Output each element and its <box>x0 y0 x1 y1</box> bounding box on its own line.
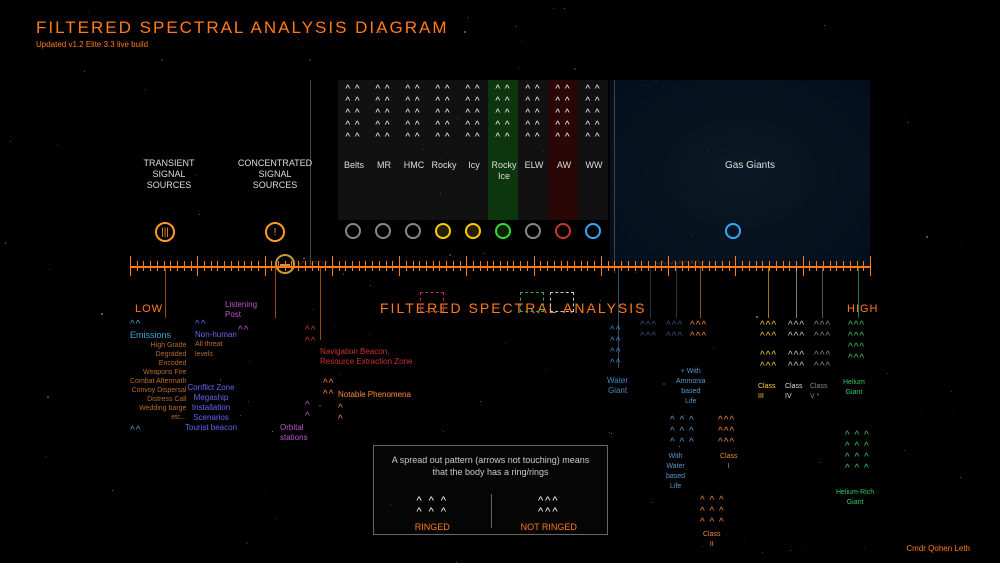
axis-low: LOW <box>135 303 163 315</box>
arrows-icon: ^^^^^^ <box>760 350 777 372</box>
credit: Cmdr Qohen Leth <box>906 544 970 553</box>
branch-nav: Navigation Beacon, Resource Extraction Z… <box>320 347 413 367</box>
spectral-axis <box>130 266 870 268</box>
body-column: ^ ^^ ^^ ^^ ^^ ^ <box>458 80 488 220</box>
branch-line <box>768 268 769 318</box>
branch-helium-rich: Helium-Rich Giant <box>836 488 874 508</box>
dashed-marker <box>550 292 574 312</box>
branch-line <box>700 268 701 318</box>
branch-class4: Class IV <box>785 382 803 402</box>
title-block: FILTERED SPECTRAL ANALYSIS DIAGRAM Updat… <box>36 18 449 49</box>
body-column: ^ ^^ ^^ ^^ ^^ ^ <box>428 80 458 220</box>
branch-line <box>650 268 651 318</box>
ring-icon <box>555 223 571 239</box>
body-column: ^ ^^ ^^ ^^ ^^ ^ <box>368 80 398 220</box>
branch-line <box>796 268 797 318</box>
arrows-icon: ^^^^^^ <box>491 496 608 518</box>
concentrated-signal-icon: ! <box>265 222 285 242</box>
arrows-icon: ^^^^^^ <box>690 320 707 342</box>
legend-not-ringed: NOT RINGED <box>491 522 608 532</box>
arrows-icon: ^^ <box>238 325 249 336</box>
arrows-icon: ^^^^^^ <box>760 320 777 342</box>
branch-class2: Class II <box>703 530 721 550</box>
branch-emissions-title: Emissions <box>130 330 186 340</box>
label-gas-giants: Gas Giants <box>710 160 790 171</box>
branch-nonhuman-title: Non-human <box>195 330 237 340</box>
arrows-icon: ^ ^ ^^ ^ ^^ ^ ^^ ^ ^ <box>845 430 870 474</box>
arrows-icon: ^ ^ ^^ ^ ^^ ^ ^ <box>700 495 725 528</box>
dashed-marker <box>520 292 544 312</box>
ring-icon <box>465 223 481 239</box>
label-concentrated: CONCENTRATED SIGNAL SOURCES <box>236 158 314 191</box>
page-title: FILTERED SPECTRAL ANALYSIS DIAGRAM <box>36 18 449 38</box>
arrows-icon: ^^ <box>338 403 344 425</box>
arrows-icon: ^^ <box>195 320 237 330</box>
arrows-icon: ^^^^^^ <box>788 350 805 372</box>
arrows-icon: ^ ^ ^^ ^ ^ <box>374 496 491 518</box>
arrows-icon: ^^^^ <box>305 325 316 347</box>
ring-icon <box>525 223 541 239</box>
emissions-items: High GradeDegradedEncodedWeapons FireCom… <box>130 341 186 422</box>
ring-icon <box>435 223 451 239</box>
arrows-icon: ^^^^^^ <box>788 320 805 342</box>
body-column: ^ ^^ ^^ ^^ ^^ ^ <box>488 80 518 220</box>
arrows-icon: ^^^^^^ <box>666 320 683 342</box>
branch-orbital: Orbital stations <box>280 423 308 443</box>
branch-line <box>165 268 166 318</box>
body-column: ^ ^^ ^^ ^^ ^^ ^ <box>338 80 368 220</box>
arrows-icon: ^^ <box>305 400 311 422</box>
branch-class1: Class I <box>720 452 738 472</box>
branch-classv: Class V * <box>810 382 828 402</box>
arrows-icon: ^^^^^^^^^ <box>718 415 735 448</box>
branch-class3: Class III <box>758 382 776 402</box>
branch-line <box>320 268 321 340</box>
dashed-marker <box>420 292 444 312</box>
arrows-icon: ^^ <box>130 320 186 330</box>
body-column: ^ ^^ ^^ ^^ ^^ ^ <box>578 80 608 220</box>
branch-line <box>822 268 823 318</box>
branch-waterlife: With Water based Life <box>666 452 685 492</box>
body-label: WW <box>575 160 613 171</box>
branch-water-giant: Water Giant <box>607 376 628 396</box>
legend-text: A spread out pattern (arrows not touchin… <box>374 446 607 478</box>
transient-signal-icon: ||| <box>155 222 175 242</box>
branch-line <box>676 268 677 318</box>
legend-ringed: RINGED <box>374 522 491 532</box>
arrows-icon: ^^ <box>130 426 186 436</box>
branch-nonhuman-sub: All threat levels <box>195 340 237 360</box>
gas-giant-bg <box>610 80 870 268</box>
arrows-icon: ^^^^^^^^^^^^ <box>848 320 865 364</box>
branch-line <box>275 268 276 318</box>
label-transient: TRANSIENT SIGNAL SOURCES <box>138 158 200 191</box>
legend-box: A spread out pattern (arrows not touchin… <box>373 445 608 535</box>
ring-icon <box>495 223 511 239</box>
arrows-icon: ^ ^ ^^ ^ ^^ ^ ^ <box>670 415 695 448</box>
ring-icon <box>345 223 361 239</box>
branch-listening: Listening Post <box>225 300 257 320</box>
arrows-icon: ^^^^ <box>323 378 334 400</box>
ring-icon <box>585 223 601 239</box>
body-column: ^ ^^ ^^ ^^ ^^ ^ <box>398 80 428 220</box>
col-guide <box>614 80 615 266</box>
axis-high: HIGH <box>847 303 879 315</box>
arrows-icon: ^^^^^^ <box>640 320 657 342</box>
ring-icon <box>405 223 421 239</box>
ring-icon <box>375 223 391 239</box>
gas-ring-icon <box>725 223 741 239</box>
body-column: ^ ^^ ^^ ^^ ^^ ^ <box>548 80 578 220</box>
arrows-icon: ^^^^^^^^ <box>610 325 621 369</box>
arrows-icon: ^^^^^^ <box>814 320 831 342</box>
branch-helium: Helium Giant <box>843 378 865 398</box>
body-column: ^ ^^ ^^ ^^ ^^ ^ <box>518 80 548 220</box>
subtitle: Updated v1.2 Elite 3.3 live build <box>36 40 449 49</box>
branch-ammonia: + With Ammonia based Life <box>676 367 706 407</box>
branch-conflict: Conflict Zone Megaship Installation Scen… <box>185 383 237 433</box>
branch-phenomena: Notable Phenomena <box>338 390 411 400</box>
arrows-icon: ^^^^^^ <box>814 350 831 372</box>
branch-line <box>618 268 619 368</box>
branch-line <box>858 268 859 318</box>
